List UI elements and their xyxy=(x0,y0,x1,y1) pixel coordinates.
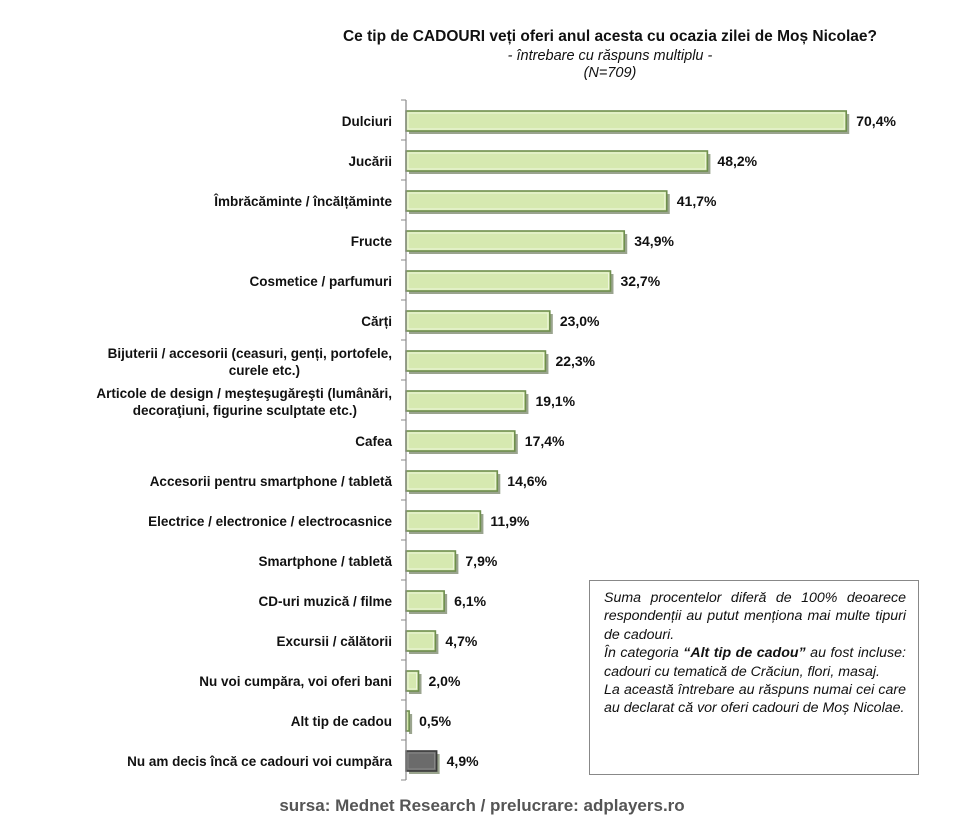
bar xyxy=(405,230,626,252)
bar-bevel xyxy=(407,672,418,690)
bar xyxy=(405,470,499,492)
value-label: 7,9% xyxy=(465,553,497,569)
value-label: 22,3% xyxy=(555,353,595,369)
category-label: Fructe xyxy=(351,234,393,249)
bar-bevel xyxy=(407,272,609,290)
value-label: 6,1% xyxy=(454,593,486,609)
bar-bevel xyxy=(407,192,666,210)
note-text-1: Suma procentelor diferă de 100% deoarece… xyxy=(604,590,906,643)
value-label: 2,0% xyxy=(429,673,461,689)
value-label: 0,5% xyxy=(419,713,451,729)
category-label: Articole de design / meşteşugăreşti (lum… xyxy=(96,386,392,418)
bar xyxy=(405,630,437,652)
bar-bevel xyxy=(407,512,479,530)
value-label: 32,7% xyxy=(620,273,660,289)
value-label: 34,9% xyxy=(634,233,674,249)
category-label: Alt tip de cadou xyxy=(291,714,392,729)
bar xyxy=(405,350,547,372)
bar-bevel xyxy=(407,432,514,450)
category-label: Bijuterii / accesorii (ceasuri, genți, p… xyxy=(108,346,392,378)
note-category-suffix: au fost incluse: cadouri cu tematică de … xyxy=(604,645,906,680)
value-label: 4,7% xyxy=(445,633,477,649)
value-label: 41,7% xyxy=(677,193,717,209)
value-label: 19,1% xyxy=(535,393,575,409)
bar-bevel xyxy=(407,112,845,130)
bar xyxy=(405,590,445,612)
category-label: Cafea xyxy=(355,434,392,449)
bar xyxy=(405,310,551,332)
category-label: Dulciuri xyxy=(342,114,392,129)
sample-size-note: (N=709) xyxy=(583,65,637,81)
category-label: Accesorii pentru smartphone / tabletă xyxy=(150,474,393,489)
source-credit: sursa: Mednet Research / prelucrare: adp… xyxy=(279,796,685,815)
bar xyxy=(405,110,848,132)
category-label: CD-uri muzică / filme xyxy=(258,594,392,609)
value-label: 14,6% xyxy=(507,473,547,489)
bar xyxy=(405,190,668,212)
note-category-prefix: În categoria xyxy=(604,645,684,662)
bar xyxy=(405,510,482,532)
category-label: Cosmetice / parfumuri xyxy=(249,274,392,289)
category-label: Cărți xyxy=(361,314,392,329)
category-label: Jucării xyxy=(348,154,392,169)
bar-bevel xyxy=(407,392,524,410)
value-label: 11,9% xyxy=(490,513,529,529)
value-label: 70,4% xyxy=(856,113,896,129)
note-text-2: În categoria “Alt tip de cadou” au fost … xyxy=(604,644,906,681)
bar xyxy=(405,750,438,772)
bar-bevel xyxy=(407,232,623,250)
bar-bevel xyxy=(407,152,706,170)
category-label: Nu voi cumpăra, voi oferi bani xyxy=(199,674,392,689)
bar-bevel xyxy=(407,752,436,770)
chart-title: Ce tip de CADOURI veți oferi anul acesta… xyxy=(342,28,878,45)
bar xyxy=(405,390,527,412)
value-label: 48,2% xyxy=(717,153,757,169)
bar-bevel xyxy=(407,552,454,570)
bar xyxy=(405,430,516,452)
category-label: Electrice / electronice / electrocasnice xyxy=(148,514,392,529)
bar-bevel xyxy=(407,592,443,610)
note-box: Suma procentelor diferă de 100% deoarece… xyxy=(589,580,919,775)
chart-subtitle: - întrebare cu răspuns multiplu - xyxy=(507,48,713,64)
bar-bevel xyxy=(407,472,496,490)
bar-bevel xyxy=(407,632,434,650)
value-label: 4,9% xyxy=(447,753,479,769)
bar xyxy=(405,550,457,572)
category-label: Smartphone / tabletă xyxy=(258,554,392,569)
bar-shadow xyxy=(409,714,413,734)
category-label: Nu am decis încă ce cadouri voi cumpăra xyxy=(127,754,392,769)
bar xyxy=(405,150,709,172)
bar-bevel xyxy=(407,352,544,370)
category-label: Excursii / călătorii xyxy=(276,634,392,649)
bar-bevel xyxy=(407,312,549,330)
note-text-3: La această întrebare au răspuns numai ce… xyxy=(604,682,906,717)
value-label: 23,0% xyxy=(560,313,600,329)
category-label: Îmbrăcăminte / încălțăminte xyxy=(213,194,392,209)
note-category-name: “Alt tip de cadou” xyxy=(683,645,806,662)
bar xyxy=(405,270,612,292)
value-label: 17,4% xyxy=(525,433,565,449)
